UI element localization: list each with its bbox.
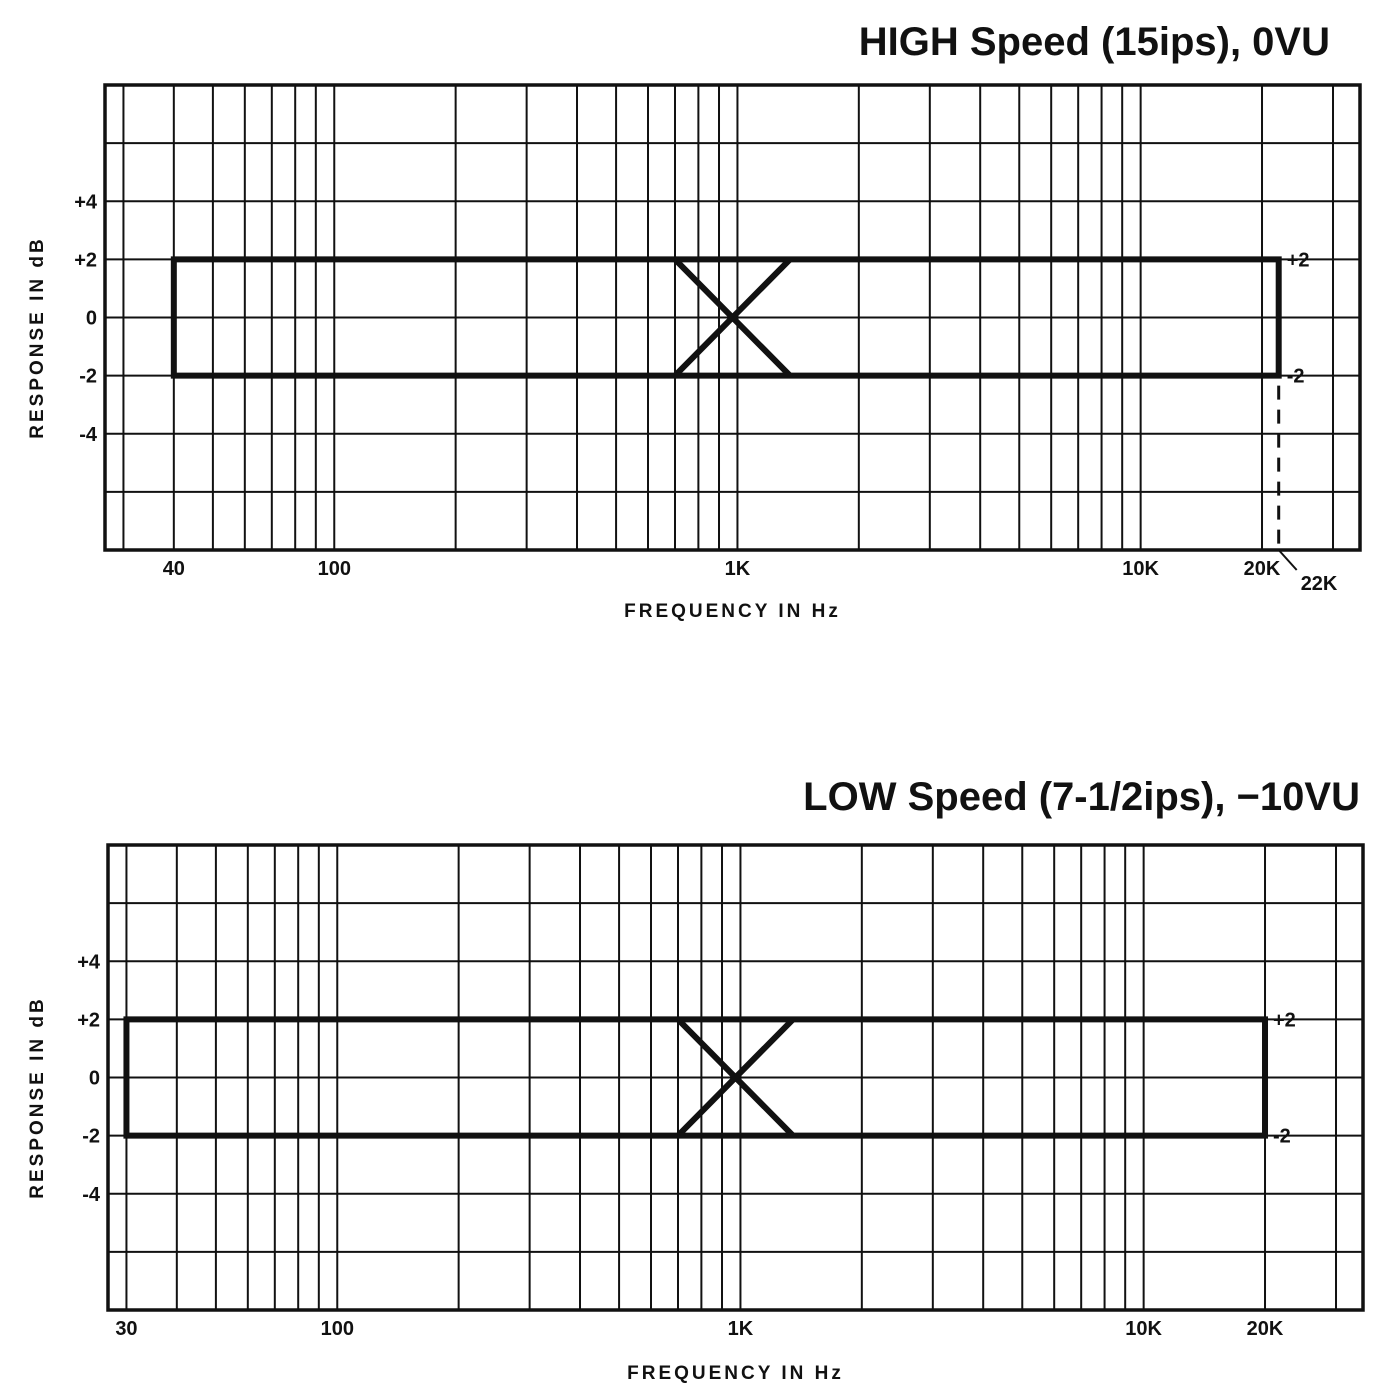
high-speed-chart: HIGH Speed (15ips), 0VU 40 100 1K 10K 20K +4 +2… <box>27 20 1362 622</box>
x-axis-label: FREQUENCY IN Hz <box>624 601 841 622</box>
x-tick-label: 30 <box>115 1318 137 1340</box>
y-tick-label: -4 <box>79 424 98 446</box>
y-tick-label: -2 <box>82 1126 100 1148</box>
x-tick-label: 100 <box>318 558 351 580</box>
chart-title: HIGH Speed (15ips), 0VU <box>859 20 1330 64</box>
tolerance-band-high <box>674 256 1282 379</box>
x-tick-label: 20K <box>1244 558 1281 580</box>
plot-frame <box>106 843 1365 1312</box>
x-tick-label: 40 <box>163 558 185 580</box>
x-tick-label: 10K <box>1122 558 1159 580</box>
y-tick-label: +4 <box>77 951 101 973</box>
y-axis-label: RESPONSE IN dB <box>27 996 48 1198</box>
y-axis-label: RESPONSE IN dB <box>27 236 48 438</box>
x-tick-label: 1K <box>725 558 751 580</box>
band-limit-label: -2 <box>1273 1126 1291 1148</box>
low-speed-chart: LOW Speed (7-1/2ips), −10VU 30 100 1K 10K 20K… <box>27 775 1365 1383</box>
x-tick-label: 10K <box>1125 1318 1162 1340</box>
x-axis-label: FREQUENCY IN Hz <box>627 1363 844 1383</box>
annotation-label: 22K <box>1301 573 1338 595</box>
y-tick-label: 0 <box>86 308 97 330</box>
y-tick-label: +2 <box>74 249 97 271</box>
x-tick-label: 100 <box>321 1318 354 1340</box>
band-limit-label: -2 <box>1287 366 1305 388</box>
y-tick-label: -2 <box>79 366 97 388</box>
tolerance-band-low <box>170 256 793 379</box>
x-tick-label: 20K <box>1247 1318 1284 1340</box>
y-tick-label: +4 <box>74 191 98 213</box>
band-limit-label: +2 <box>1273 1009 1296 1031</box>
band-limit-label: +2 <box>1287 249 1310 271</box>
y-tick-label: -4 <box>82 1184 101 1206</box>
annotation-leader-line <box>1277 549 1298 571</box>
plot-frame <box>103 83 1362 552</box>
x-tick-label: 1K <box>728 1318 754 1340</box>
tolerance-band-high <box>677 1016 1269 1139</box>
y-tick-label: +2 <box>77 1009 100 1031</box>
chart-title: LOW Speed (7-1/2ips), −10VU <box>803 775 1360 819</box>
tolerance-band-low <box>123 1016 796 1139</box>
y-tick-label: 0 <box>89 1068 100 1090</box>
